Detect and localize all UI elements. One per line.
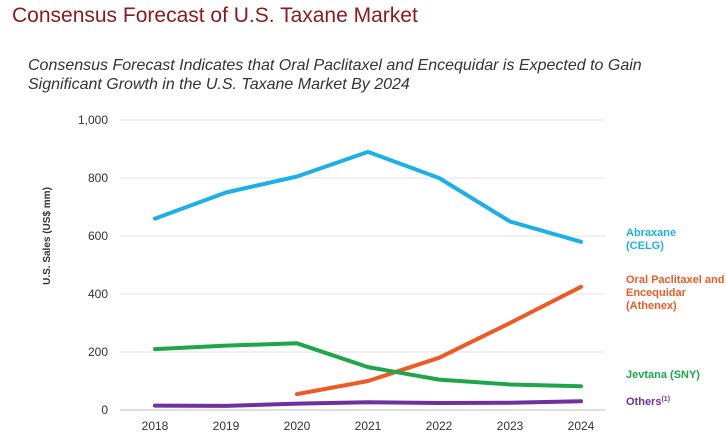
series-line-0 xyxy=(153,149,583,244)
subtitle-line-1: Consensus Forecast Indicates that Oral P… xyxy=(28,57,642,74)
legend-superscript: (1) xyxy=(661,396,670,403)
page-title: Consensus Forecast of U.S. Taxane Market xyxy=(12,4,418,27)
x-tick-label: 2024 xyxy=(568,419,595,433)
y-tick-label: 600 xyxy=(88,229,108,243)
x-axis: 2018 2019 2020 2021 2022 2023 2024 xyxy=(142,419,595,433)
x-tick-label: 2023 xyxy=(497,419,524,433)
legend-label-1: Oral Paclitaxel and xyxy=(626,274,724,286)
y-axis: 0 200 400 600 800 1,000 xyxy=(78,113,108,417)
chart-subtitle: Consensus Forecast Indicates that Oral P… xyxy=(28,56,718,94)
legend-label-0: (CELG) xyxy=(626,240,664,252)
subtitle-line-2: Significant Growth in the U.S. Taxane Ma… xyxy=(28,76,410,93)
legend-label-3: Others(1) xyxy=(626,396,670,408)
legend-label-1: Encequidar xyxy=(626,287,687,299)
x-tick-label: 2021 xyxy=(355,419,382,433)
series-line-2 xyxy=(153,341,583,389)
legend: Abraxane(CELG) Oral Paclitaxel andEncequi… xyxy=(626,227,724,408)
series-line-3 xyxy=(153,399,583,408)
x-tick-label: 2020 xyxy=(284,419,311,433)
y-tick-label: 0 xyxy=(101,403,108,417)
y-tick-label: 1,000 xyxy=(78,113,108,127)
legend-label-1: (Athenex) xyxy=(626,300,677,312)
y-axis-label: U.S. Sales (US$ mm) xyxy=(42,187,53,285)
legend-label-2: Jevtana (SNY) xyxy=(626,369,700,381)
series-lines xyxy=(153,149,583,408)
y-tick-label: 800 xyxy=(88,171,108,185)
x-tick-label: 2018 xyxy=(142,419,169,433)
gridlines xyxy=(120,119,605,411)
y-tick-label: 200 xyxy=(88,345,108,359)
x-tick-label: 2019 xyxy=(213,419,240,433)
legend-label-0: Abraxane xyxy=(626,227,676,239)
y-tick-label: 400 xyxy=(88,287,108,301)
series-line-1 xyxy=(295,284,583,397)
x-tick-label: 2022 xyxy=(426,419,453,433)
